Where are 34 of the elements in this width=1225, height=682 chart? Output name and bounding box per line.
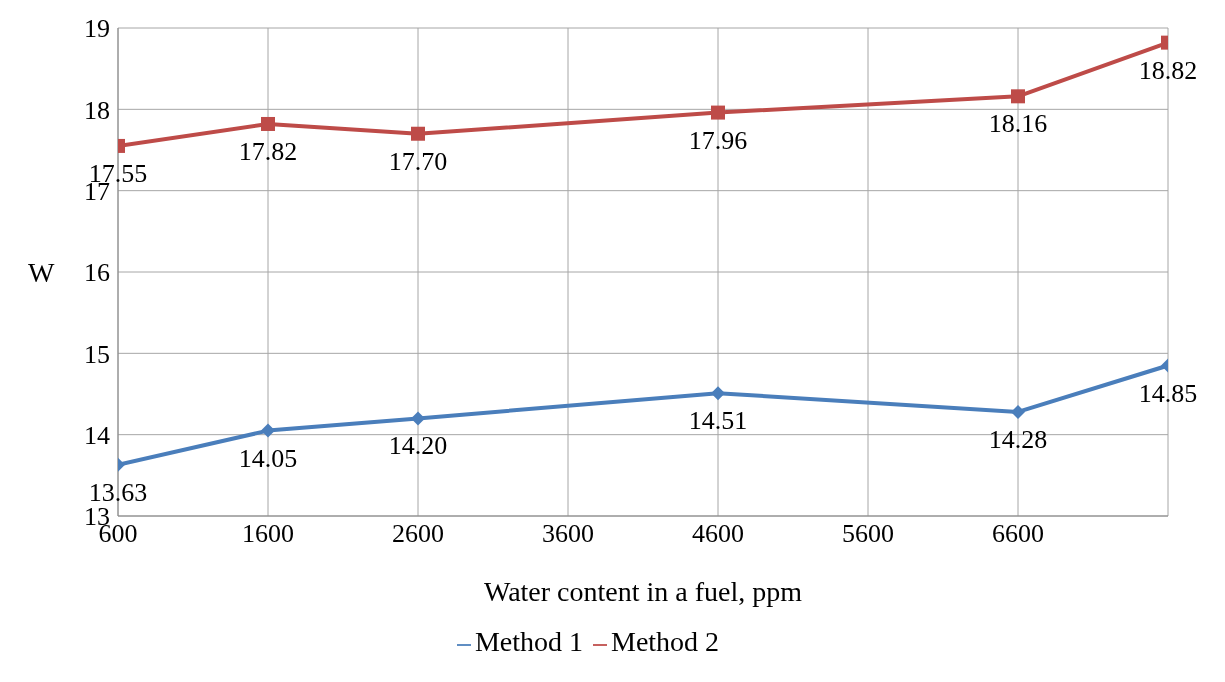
x-tick-label: 3600	[542, 519, 594, 549]
point	[411, 126, 425, 141]
point	[1011, 89, 1025, 104]
x-tick-label: 2600	[392, 519, 444, 549]
point	[711, 105, 725, 120]
x-tick-label: 5600	[842, 519, 894, 549]
point	[411, 411, 425, 426]
y-axis-title: W	[28, 256, 55, 288]
x-tick-label: 1600	[242, 519, 294, 549]
data-label: 17.82	[238, 136, 298, 166]
y-tick-label: 19	[84, 14, 110, 44]
data-label: 13.63	[88, 477, 148, 507]
point	[711, 386, 725, 401]
point	[261, 423, 275, 438]
y-tick-label: 18	[84, 95, 110, 125]
y-tick-label: 14	[84, 420, 110, 450]
y-tick-label: 15	[84, 339, 110, 369]
data-label: 14.20	[388, 431, 448, 461]
point	[261, 116, 275, 131]
data-label: 17.96	[688, 125, 748, 155]
data-label: 14.85	[1138, 378, 1198, 408]
data-label: 17.70	[388, 146, 448, 176]
x-tick-label: 4600	[692, 519, 744, 549]
y-tick-label: 16	[84, 258, 110, 288]
x-tick-label: 6600	[992, 519, 1044, 549]
legend-label: Method 2	[611, 626, 720, 657]
data-label: 18.82	[1138, 55, 1198, 85]
data-label: 18.16	[988, 109, 1048, 139]
data-label: 14.51	[688, 406, 748, 436]
data-label: 14.05	[238, 443, 298, 473]
legend-label: Method 1	[474, 626, 583, 657]
point	[1011, 404, 1025, 419]
data-label: 14.28	[988, 424, 1048, 454]
x-axis-title: Water content in a fuel, ppm	[483, 576, 803, 607]
